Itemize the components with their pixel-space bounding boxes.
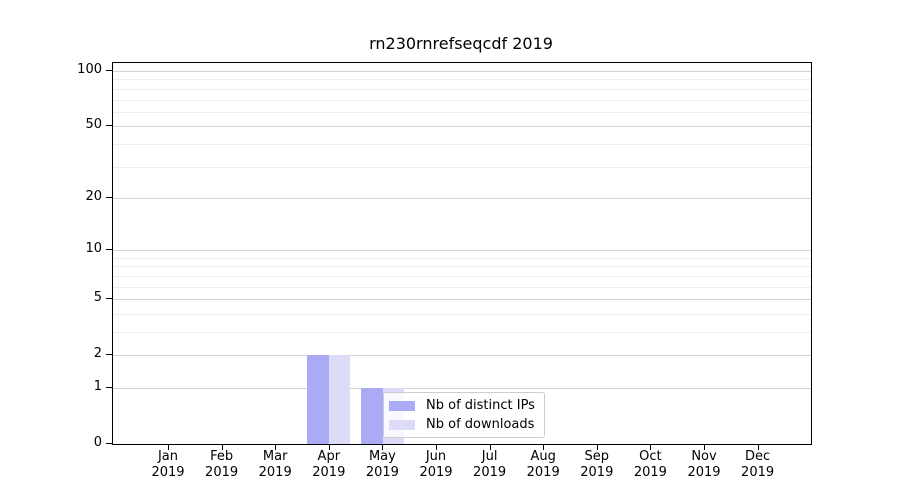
bar-downloads	[329, 355, 351, 444]
x-axis-tick-label: Sep 2019	[580, 449, 614, 480]
y-axis-tick-label: 50	[85, 117, 102, 133]
y-axis-tick	[106, 298, 113, 300]
gridline-minor	[113, 313, 811, 315]
y-axis-tick-label: 100	[77, 62, 102, 77]
y-axis-tick-label: 20	[85, 188, 102, 204]
y-axis-tick-label: 10	[85, 241, 102, 257]
x-axis-tick	[436, 444, 437, 450]
x-axis-tick	[757, 444, 759, 450]
gridline-major	[113, 388, 811, 389]
legend: Nb of distinct IPs Nb of downloads	[383, 392, 545, 438]
gridline-minor	[113, 99, 811, 101]
legend-row-distinct-ips: Nb of distinct IPs	[389, 396, 538, 415]
gridline-minor	[113, 257, 811, 259]
bar-distinct-ips	[360, 388, 383, 444]
legend-label-distinct-ips: Nb of distinct IPs	[426, 398, 535, 413]
y-axis-tick-label: 1	[93, 379, 102, 394]
gridline-minor	[113, 332, 811, 333]
gridline-minor	[113, 143, 811, 145]
chart-title: rn230rnrefseqcdf 2019	[369, 34, 553, 53]
x-axis-tick-label: Oct 2019	[633, 449, 667, 480]
x-axis-tick-label: Jun 2019	[419, 449, 453, 480]
x-axis-tick	[168, 444, 169, 450]
gridline-major	[113, 197, 811, 199]
gridline-major	[113, 355, 811, 357]
x-axis-tick	[650, 444, 652, 450]
legend-label-downloads: Nb of downloads	[426, 417, 535, 432]
gridline-minor	[113, 275, 811, 277]
gridline-minor	[113, 286, 811, 288]
x-axis-tick-label: Dec 2019	[741, 449, 775, 480]
y-axis-tick-label: 0	[93, 435, 102, 450]
y-axis-tick	[106, 354, 113, 356]
legend-row-downloads: Nb of downloads	[389, 415, 538, 434]
gridline-major	[113, 250, 811, 252]
gridline-minor	[113, 166, 811, 168]
gridline-minor	[113, 266, 811, 268]
legend-swatch-distinct-ips	[389, 400, 415, 411]
x-axis-tick-label: Feb 2019	[205, 449, 239, 480]
y-axis-tick	[106, 249, 113, 251]
gridline-minor	[113, 79, 811, 81]
x-axis-tick	[328, 444, 330, 450]
x-axis-tick-label: Aug 2019	[526, 449, 560, 480]
x-axis-tick	[489, 444, 491, 450]
x-axis-tick	[221, 444, 223, 450]
x-axis-tick	[543, 444, 545, 450]
x-axis-tick-label: Jan 2019	[151, 449, 185, 480]
x-axis-tick	[275, 444, 277, 450]
gridline-minor	[113, 88, 811, 90]
gridline-minor	[113, 111, 811, 113]
y-axis-tick	[106, 125, 113, 127]
x-axis-tick-label: Nov 2019	[687, 449, 721, 480]
legend-swatch-downloads	[389, 419, 415, 430]
y-axis-tick	[106, 443, 113, 444]
gridline-major	[113, 299, 811, 301]
y-axis-tick-label: 2	[93, 346, 102, 362]
x-axis-tick-label: Jul 2019	[473, 449, 507, 480]
x-axis-tick	[382, 444, 384, 450]
x-axis-tick-label: May 2019	[365, 449, 399, 480]
y-axis-tick	[106, 387, 113, 388]
x-axis-tick	[704, 444, 705, 450]
y-axis-tick	[106, 70, 113, 71]
x-axis-tick-label: Apr 2019	[312, 449, 346, 480]
gridline-major	[113, 126, 811, 128]
y-axis-tick-label: 5	[93, 290, 102, 306]
x-axis-tick-label: Mar 2019	[258, 449, 292, 480]
plot-area	[112, 62, 812, 445]
y-axis-tick	[106, 196, 113, 198]
gridline-major	[113, 71, 811, 72]
bar-distinct-ips	[307, 355, 330, 444]
x-axis-tick	[596, 444, 598, 450]
